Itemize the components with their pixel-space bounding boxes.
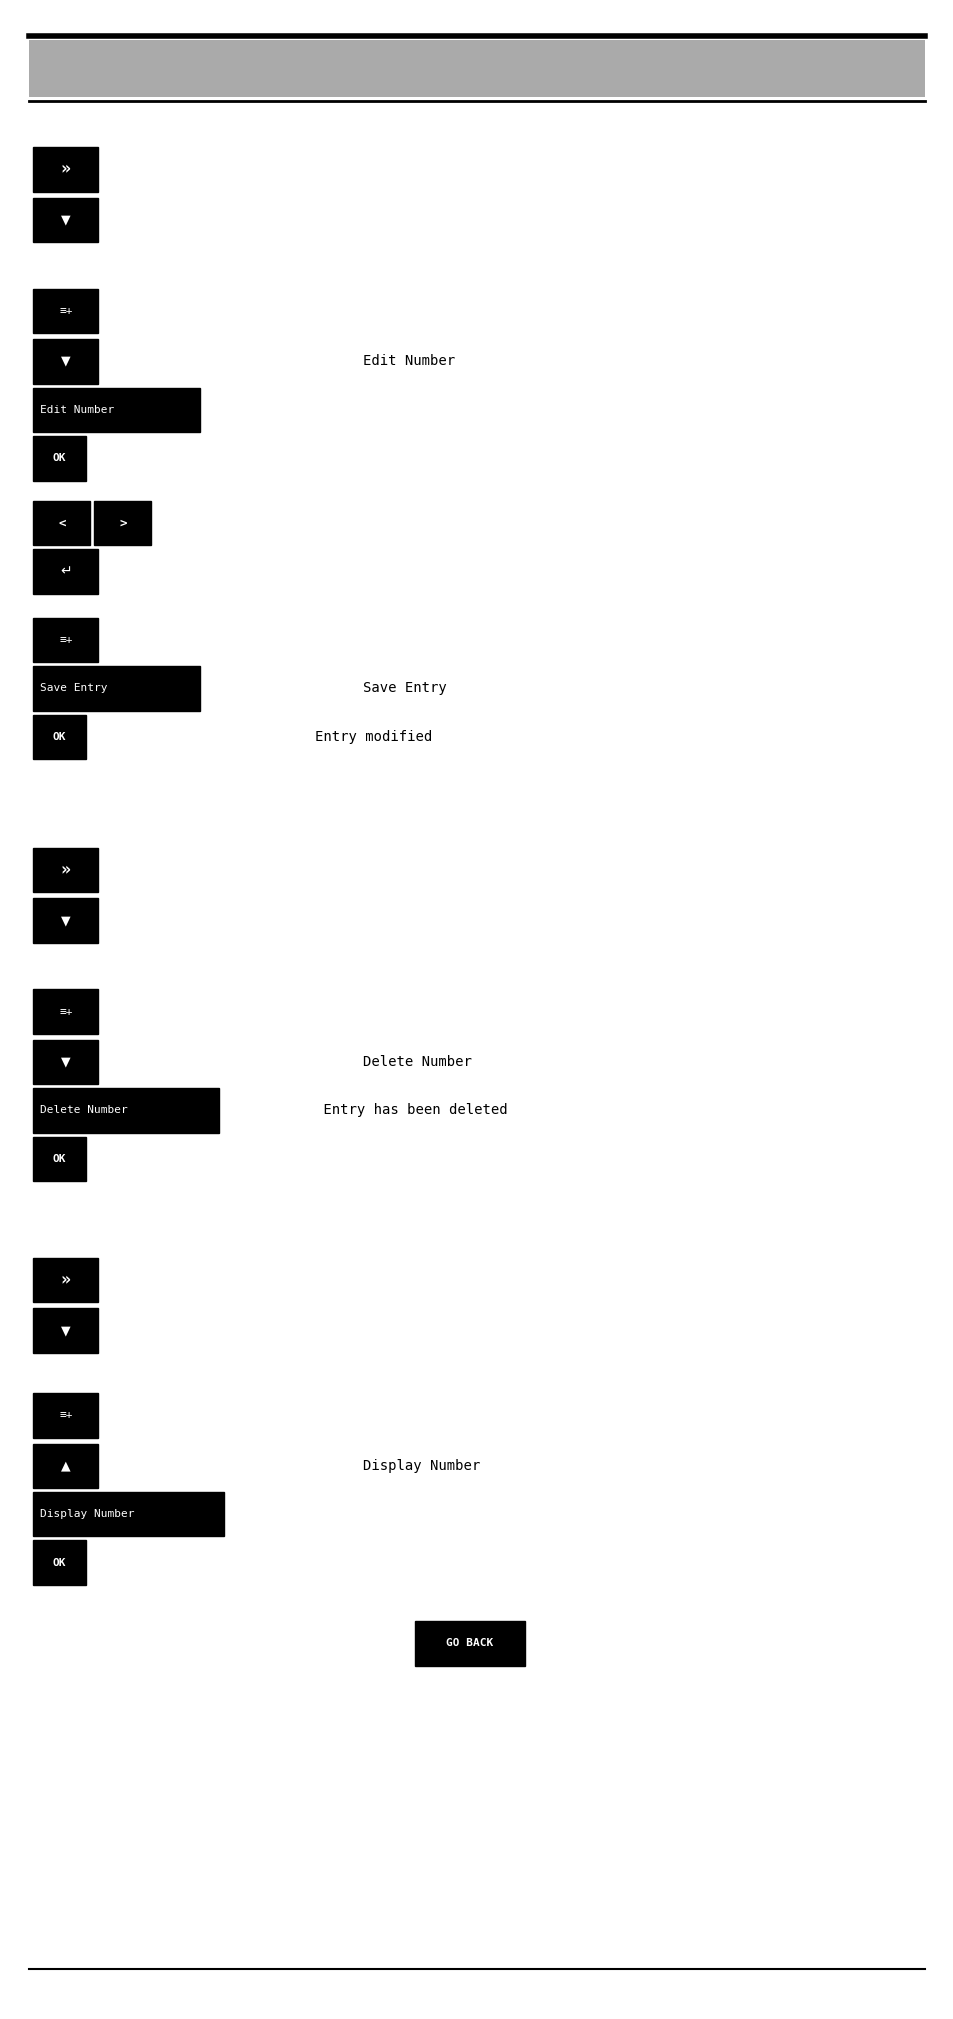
Text: Display Number: Display Number (362, 1460, 479, 1472)
Text: Save Entry: Save Entry (362, 682, 446, 695)
Text: Entry has been deleted: Entry has been deleted (314, 1104, 507, 1117)
Text: OK: OK (52, 1559, 67, 1567)
Text: ▼: ▼ (61, 1056, 71, 1068)
Text: ≡+: ≡+ (59, 307, 72, 315)
Text: OK: OK (52, 1155, 67, 1163)
Text: Entry modified: Entry modified (314, 731, 432, 743)
Text: »: » (61, 1272, 71, 1288)
FancyBboxPatch shape (33, 715, 86, 759)
Text: Delete Number: Delete Number (362, 1056, 471, 1068)
Text: Edit Number: Edit Number (40, 406, 114, 414)
Text: Display Number: Display Number (40, 1510, 134, 1518)
Text: ▼: ▼ (61, 214, 71, 226)
Text: Save Entry: Save Entry (40, 684, 108, 693)
FancyBboxPatch shape (94, 501, 152, 545)
FancyBboxPatch shape (33, 666, 200, 711)
FancyBboxPatch shape (33, 1258, 98, 1302)
Text: >: > (119, 517, 127, 529)
FancyBboxPatch shape (33, 1540, 86, 1585)
Text: ≡+: ≡+ (59, 1411, 72, 1419)
Text: OK: OK (52, 733, 67, 741)
FancyBboxPatch shape (33, 1308, 98, 1353)
Text: ▲: ▲ (61, 1460, 71, 1472)
FancyBboxPatch shape (33, 1444, 98, 1488)
Text: »: » (61, 862, 71, 878)
FancyBboxPatch shape (33, 388, 200, 432)
FancyBboxPatch shape (33, 618, 98, 662)
FancyBboxPatch shape (33, 289, 98, 333)
FancyBboxPatch shape (33, 198, 98, 242)
FancyBboxPatch shape (33, 989, 98, 1034)
Text: ↵: ↵ (60, 565, 71, 577)
FancyBboxPatch shape (33, 1393, 98, 1438)
FancyBboxPatch shape (33, 1040, 98, 1084)
Text: GO BACK: GO BACK (446, 1639, 493, 1648)
FancyBboxPatch shape (33, 1492, 224, 1536)
FancyBboxPatch shape (33, 898, 98, 943)
Text: ▼: ▼ (61, 1324, 71, 1337)
FancyBboxPatch shape (33, 1088, 219, 1133)
FancyBboxPatch shape (415, 1621, 524, 1666)
Text: OK: OK (52, 454, 67, 462)
Text: <: < (58, 517, 66, 529)
FancyBboxPatch shape (33, 848, 98, 892)
Text: ▼: ▼ (61, 355, 71, 367)
FancyBboxPatch shape (33, 147, 98, 192)
Text: Delete Number: Delete Number (40, 1106, 128, 1114)
FancyBboxPatch shape (33, 339, 98, 384)
FancyBboxPatch shape (29, 40, 924, 97)
FancyBboxPatch shape (33, 1137, 86, 1181)
Text: ≡+: ≡+ (59, 1007, 72, 1016)
FancyBboxPatch shape (33, 549, 98, 594)
FancyBboxPatch shape (33, 436, 86, 481)
Text: Edit Number: Edit Number (362, 355, 455, 367)
Text: ≡+: ≡+ (59, 636, 72, 644)
FancyBboxPatch shape (33, 501, 91, 545)
Text: »: » (61, 162, 71, 178)
Text: ▼: ▼ (61, 915, 71, 927)
